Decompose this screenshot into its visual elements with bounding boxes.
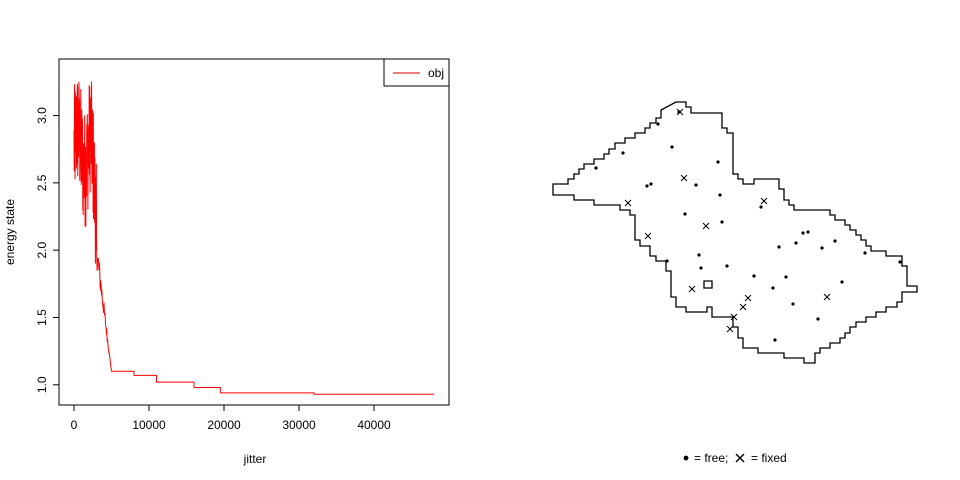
plot-frame xyxy=(58,58,450,406)
free-point xyxy=(656,122,660,126)
y-tick-label: 1.5 xyxy=(35,309,49,326)
free-point xyxy=(645,184,649,188)
x-tick-label: 20000 xyxy=(207,418,241,432)
y-tick-label: 3.0 xyxy=(35,107,49,124)
y-axis-label: energy state xyxy=(3,199,17,265)
x-axis-label: jitter xyxy=(243,452,267,466)
free-point xyxy=(794,241,798,245)
free-point xyxy=(697,253,701,257)
fixed-point xyxy=(739,303,747,311)
free-point xyxy=(806,230,810,234)
y-tick-label: 1.0 xyxy=(35,376,49,393)
fixed-point xyxy=(823,293,831,301)
x-tick-label: 30000 xyxy=(282,418,316,432)
free-point xyxy=(725,264,729,268)
tick-labels: 0 10000 20000 30000 40000 1.0 1.5 2.0 2.5 3.0 xyxy=(35,107,391,432)
legend-label-obj: obj xyxy=(428,66,444,80)
free-point xyxy=(840,280,844,284)
free-point xyxy=(759,205,763,209)
free-point xyxy=(720,220,724,224)
free-point xyxy=(716,160,720,164)
free-point xyxy=(863,251,867,255)
free-point xyxy=(718,193,722,197)
free-point xyxy=(649,182,653,186)
free-point xyxy=(820,246,824,250)
x-tick-label: 10000 xyxy=(132,418,166,432)
axis-ticks xyxy=(53,115,375,411)
free-point xyxy=(683,212,687,216)
fixed-point xyxy=(760,197,768,205)
free-point xyxy=(670,145,674,149)
fixed-point xyxy=(730,313,738,321)
legend: obj xyxy=(383,58,450,87)
fixed-point xyxy=(676,108,684,116)
free-point xyxy=(777,245,781,249)
free-marker-icon xyxy=(683,455,689,461)
free-point xyxy=(816,317,820,321)
map-legend: = free; = fixed xyxy=(683,451,787,465)
free-points xyxy=(594,110,902,342)
y-tick-label: 2.5 xyxy=(35,174,49,191)
free-point xyxy=(771,286,775,290)
region-hole xyxy=(703,280,713,289)
legend-fixed-label: = fixed xyxy=(751,451,787,465)
y-tick-label: 2.0 xyxy=(35,242,49,259)
free-point xyxy=(699,266,703,270)
fixed-point xyxy=(688,285,696,293)
fixed-point xyxy=(644,232,652,240)
x-tick-label: 40000 xyxy=(357,418,391,432)
fixed-marker-icon xyxy=(735,453,745,463)
free-point xyxy=(694,183,698,187)
free-point xyxy=(833,239,837,243)
free-point xyxy=(594,166,598,170)
legend-free-label: = free; xyxy=(694,451,728,465)
free-point xyxy=(898,260,902,264)
series-line-obj xyxy=(73,81,434,395)
fixed-point xyxy=(680,174,688,182)
fixed-point xyxy=(726,325,734,333)
x-tick-label: 0 xyxy=(71,418,78,432)
free-point xyxy=(752,274,756,278)
fixed-points xyxy=(624,108,831,333)
region-boundary xyxy=(552,101,918,364)
sample-map: = free; = fixed xyxy=(552,101,918,465)
energy-line-chart: 0 10000 20000 30000 40000 1.0 1.5 2.0 2.5 3.0 jit… xyxy=(3,58,450,466)
fixed-point xyxy=(702,222,710,230)
free-point xyxy=(791,302,795,306)
fixed-point xyxy=(744,294,752,302)
free-point xyxy=(784,275,788,279)
free-point xyxy=(621,151,625,155)
free-point xyxy=(801,231,805,235)
free-point xyxy=(665,259,669,263)
free-point xyxy=(773,338,777,342)
fixed-point xyxy=(624,199,632,207)
